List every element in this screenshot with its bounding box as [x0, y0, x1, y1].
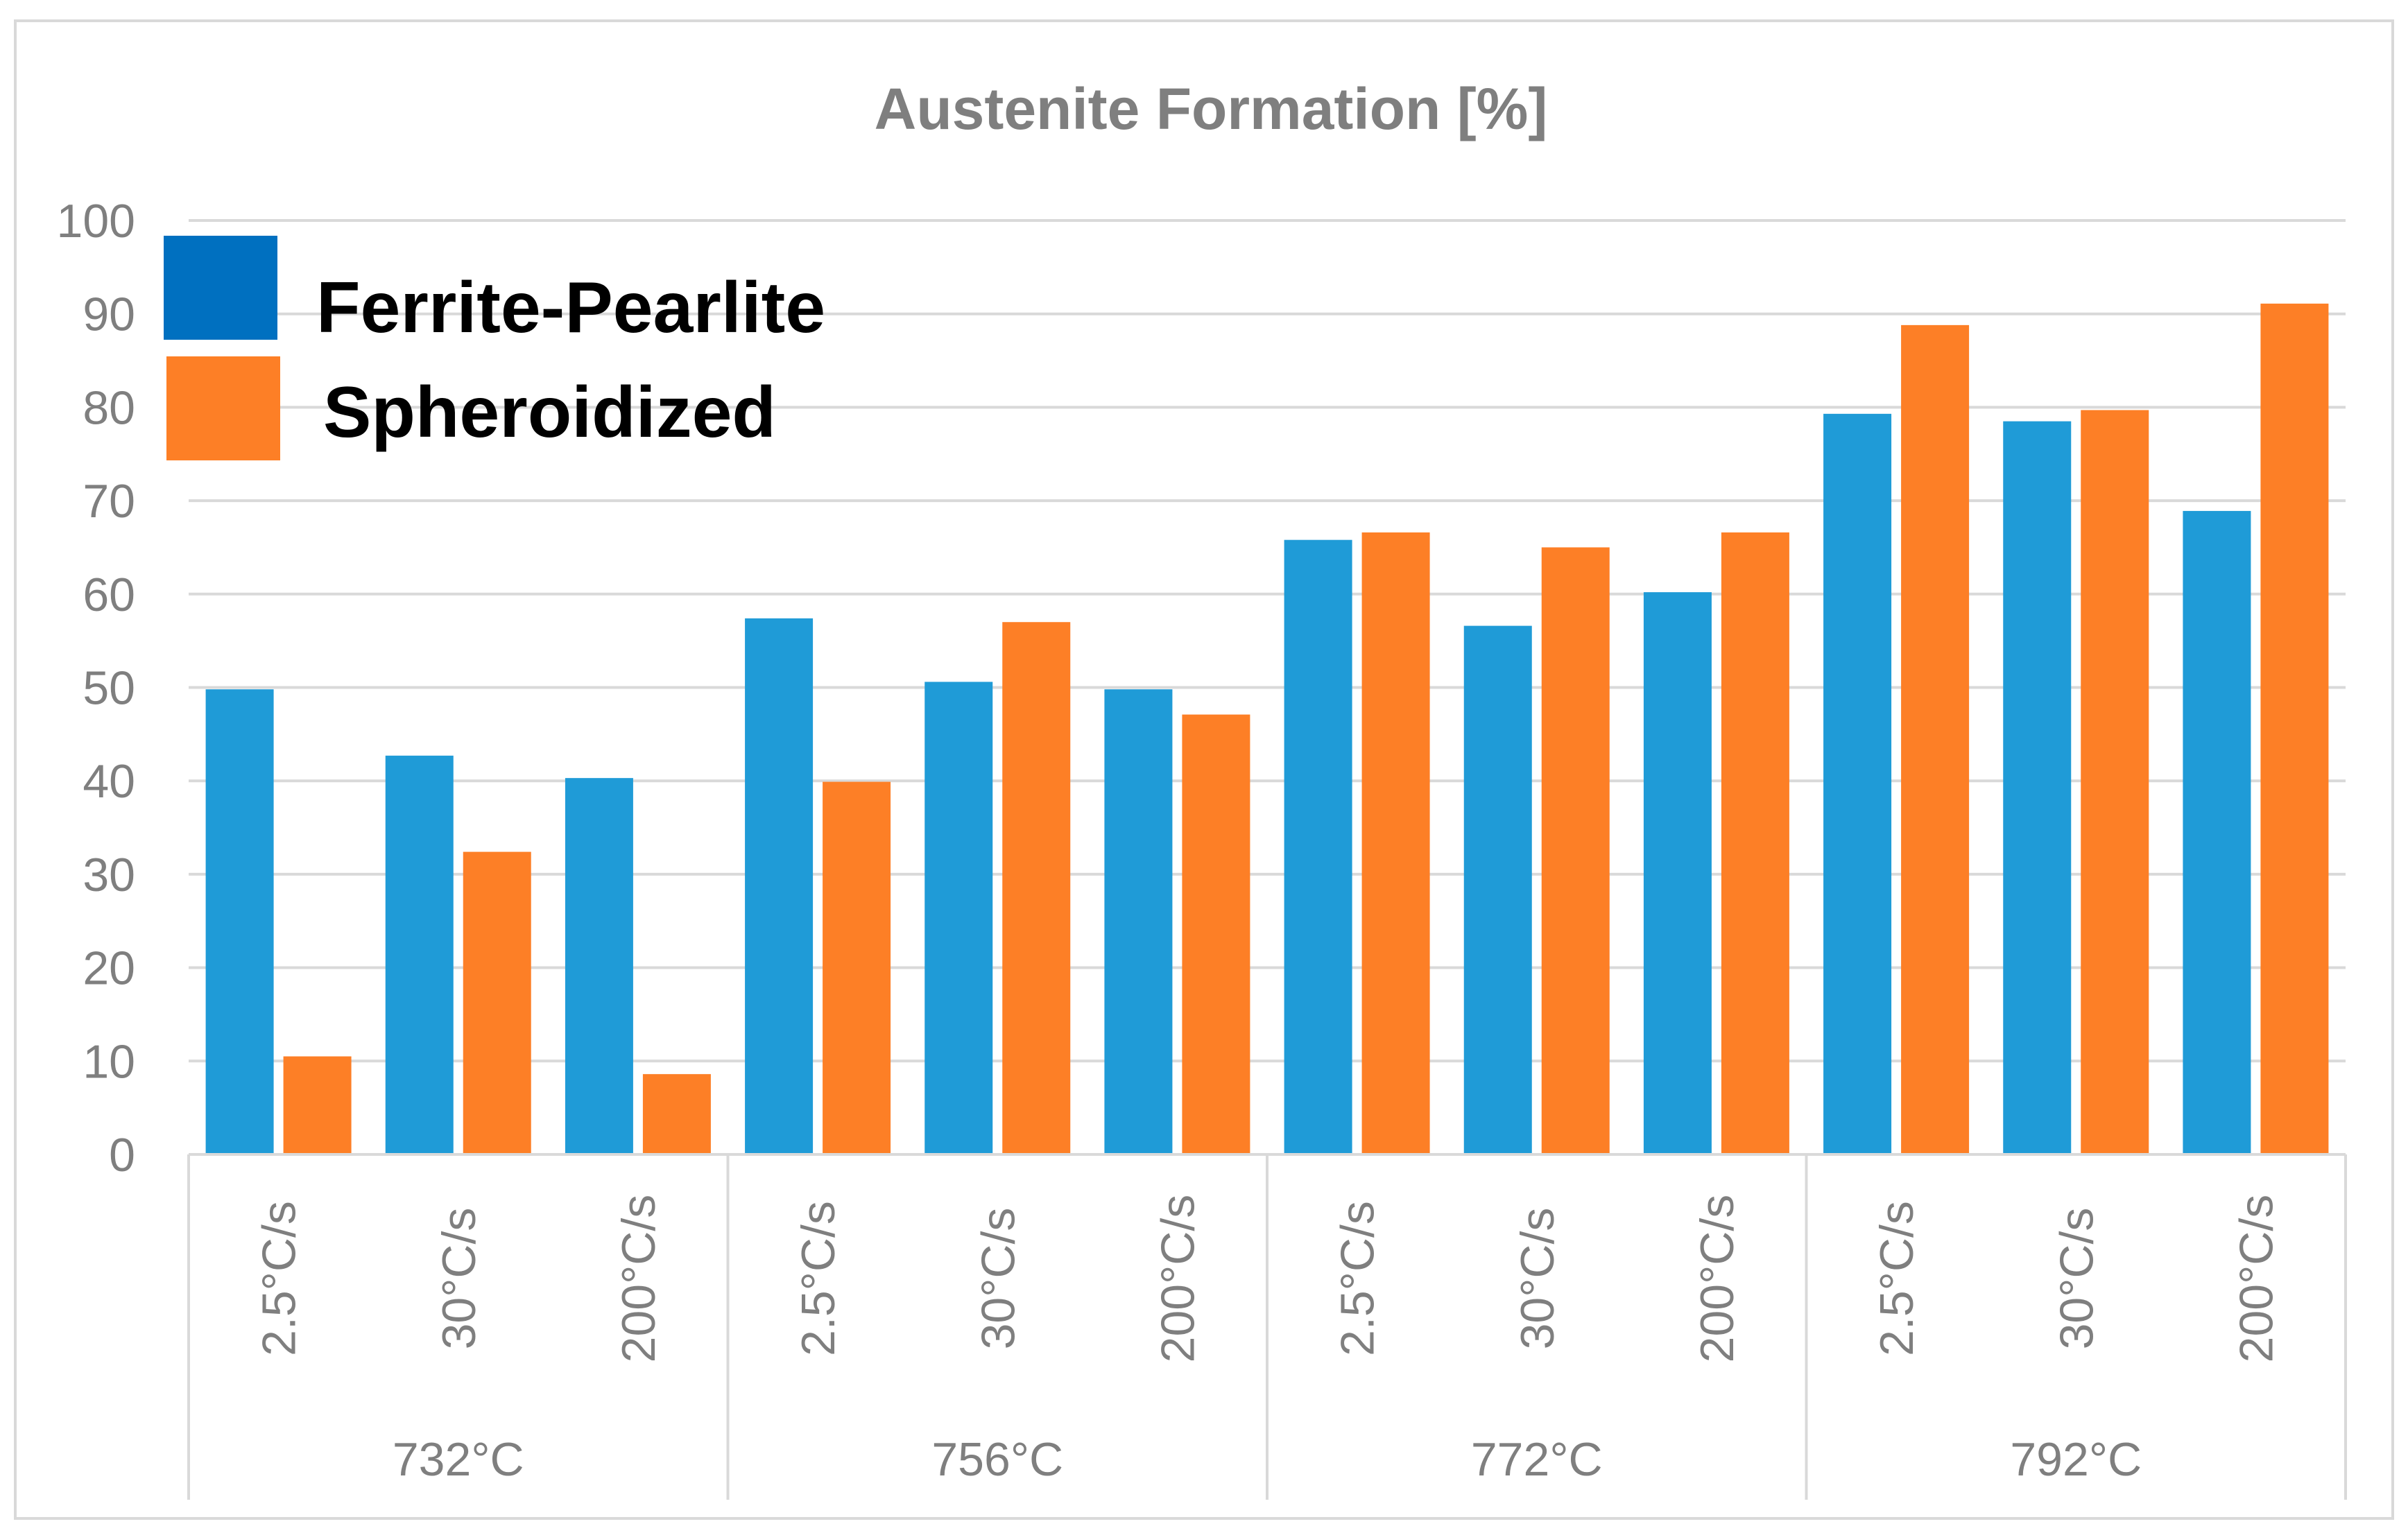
bar-ferrite-pearlite [1823, 413, 1892, 1154]
bar-ferrite-pearlite [205, 689, 274, 1154]
y-tick-label: 30 [83, 849, 135, 901]
bar-spheroidized [2260, 303, 2329, 1154]
y-axis-ticks: 0 10 20 30 40 50 60 70 80 90 100 [57, 195, 135, 1181]
bar-ferrite-pearlite [1643, 592, 1712, 1154]
bar-spheroidized [283, 1056, 352, 1154]
x-tick-label: 30°C/s [1511, 1208, 1564, 1350]
x-tick-label: 2.5°C/s [1332, 1201, 1384, 1356]
chart-border [14, 19, 2394, 1520]
y-tick-label: 40 [83, 755, 135, 808]
bar-ferrite-pearlite [1463, 625, 1532, 1154]
bar-spheroidized [1002, 622, 1071, 1154]
x-tick-label: 30°C/s [433, 1208, 485, 1350]
x-tick-label: 30°C/s [972, 1208, 1024, 1350]
bar-spheroidized [1721, 532, 1789, 1154]
x-tick-label: 200°C/s [612, 1195, 665, 1363]
bar-ferrite-pearlite [745, 618, 814, 1154]
legend: Ferrite-Pearlite Spheroidized [164, 236, 825, 460]
x-tick-label: 200°C/s [2230, 1195, 2282, 1363]
bar-spheroidized [1541, 547, 1610, 1154]
x-tick-label: 200°C/s [1151, 1195, 1204, 1363]
bars [205, 303, 2329, 1155]
gridlines [189, 219, 2346, 1063]
bar-spheroidized [823, 781, 891, 1154]
group-label: 756°C [931, 1433, 1063, 1486]
y-tick-label: 70 [83, 475, 135, 528]
bar-ferrite-pearlite [2183, 510, 2251, 1154]
y-tick-label: 10 [83, 1035, 135, 1088]
legend-swatch [166, 356, 280, 460]
bar-ferrite-pearlite [1104, 689, 1173, 1154]
legend-label: Ferrite-Pearlite [316, 268, 825, 348]
x-tick-label: 2.5°C/s [253, 1201, 306, 1356]
y-tick-label: 80 [83, 381, 135, 434]
x-tick-label: 30°C/s [2050, 1208, 2103, 1350]
x-tick-label: 200°C/s [1691, 1195, 1744, 1363]
bar-ferrite-pearlite [1284, 539, 1352, 1154]
y-tick-label: 50 [83, 662, 135, 715]
x-tick-label: 2.5°C/s [792, 1201, 845, 1356]
bar-ferrite-pearlite [565, 778, 633, 1154]
bar-ferrite-pearlite [2003, 421, 2072, 1154]
group-label: 772°C [1471, 1433, 1603, 1486]
x-axis: 2.5°C/s 30°C/s 200°C/s 2.5°C/s 30°C/s 200°C/s… [187, 1153, 2347, 1500]
bar-spheroidized [1361, 532, 1430, 1154]
bar-spheroidized [463, 851, 531, 1154]
chart-title: Austenite Formation [%] [875, 76, 1548, 141]
legend-label: Spheroidized [323, 372, 776, 453]
bar-spheroidized [1182, 714, 1250, 1154]
legend-swatch [164, 236, 277, 340]
group-label: 792°C [2010, 1433, 2142, 1486]
y-tick-label: 100 [57, 195, 135, 248]
group-label: 732°C [393, 1433, 524, 1486]
bar-spheroidized [2081, 410, 2149, 1155]
y-tick-label: 20 [83, 942, 135, 995]
bar-spheroidized [642, 1074, 711, 1154]
y-tick-label: 60 [83, 569, 135, 621]
bar-ferrite-pearlite [385, 755, 454, 1154]
x-tick-label: 2.5°C/s [1871, 1201, 1923, 1356]
y-tick-label: 90 [83, 288, 135, 341]
y-tick-label: 0 [109, 1129, 135, 1181]
bar-spheroidized [1901, 324, 1970, 1154]
bar-ferrite-pearlite [925, 682, 993, 1154]
